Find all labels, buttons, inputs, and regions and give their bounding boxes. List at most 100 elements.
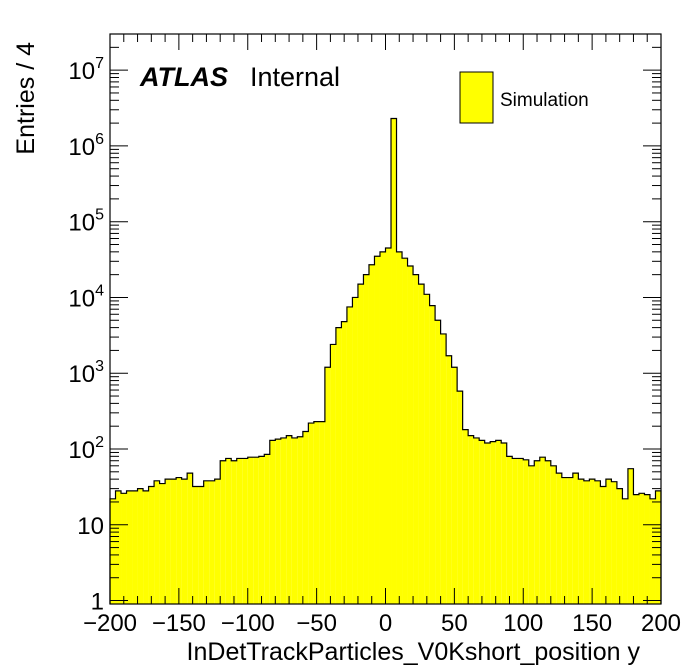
histogram-bar bbox=[121, 493, 127, 604]
histogram-bar bbox=[435, 320, 441, 604]
histogram-bar bbox=[539, 457, 546, 604]
histogram-bar bbox=[484, 442, 491, 604]
legend-swatch bbox=[459, 71, 494, 124]
histogram-bar bbox=[644, 494, 650, 604]
histogram-bar bbox=[187, 473, 193, 604]
histogram-bar bbox=[424, 294, 430, 604]
histogram-bar bbox=[429, 305, 436, 604]
atlas-label-bold: ATLAS bbox=[139, 62, 228, 92]
histogram-bar bbox=[473, 437, 480, 604]
atlas-label-status: Internal bbox=[250, 62, 340, 92]
histogram-bar bbox=[368, 264, 375, 604]
histogram-bar bbox=[605, 479, 612, 604]
histogram-bar bbox=[561, 477, 568, 604]
histogram-bar bbox=[506, 456, 513, 604]
histogram-bar bbox=[545, 460, 551, 604]
histogram-bar bbox=[627, 468, 634, 604]
histogram-bar bbox=[214, 479, 221, 604]
histogram-bar bbox=[391, 118, 397, 605]
x-axis-tick-label: −100 bbox=[221, 610, 275, 637]
histogram-bar bbox=[611, 481, 617, 604]
histogram-bar bbox=[468, 435, 474, 604]
histogram-bar bbox=[600, 486, 606, 604]
histogram-bar bbox=[143, 490, 149, 604]
histogram-bar bbox=[528, 465, 535, 604]
x-axis-title: InDetTrackParticles_V0Kshort_position y bbox=[187, 638, 641, 666]
histogram-outline bbox=[109, 117, 662, 604]
histogram-bar bbox=[357, 284, 364, 604]
histogram-bar bbox=[308, 423, 314, 604]
histogram-bar bbox=[578, 479, 584, 604]
y-axis-tick-label: 102 bbox=[68, 434, 104, 464]
histogram-bar bbox=[440, 333, 447, 604]
x-axis-tick-label: −150 bbox=[152, 610, 206, 637]
histogram-bar bbox=[192, 486, 199, 604]
histogram-bar bbox=[567, 477, 573, 604]
histogram-bar bbox=[203, 480, 210, 604]
histogram-bar bbox=[556, 473, 562, 604]
histogram-bar bbox=[501, 442, 507, 604]
histogram-bar bbox=[418, 284, 425, 604]
x-axis-ticks bbox=[109, 34, 662, 604]
y-axis-tick-label: 10 bbox=[77, 513, 104, 540]
histogram-bar bbox=[264, 454, 270, 604]
histogram-bar bbox=[633, 494, 639, 604]
histogram-bar bbox=[402, 258, 408, 604]
histogram-bar bbox=[523, 459, 529, 604]
histogram-bar bbox=[446, 355, 452, 604]
histogram-bar bbox=[583, 480, 590, 604]
histogram-bar bbox=[297, 436, 303, 604]
y-axis-ticks bbox=[110, 33, 661, 602]
histogram-bar bbox=[302, 431, 309, 604]
histogram-bar bbox=[396, 251, 403, 604]
histogram-bar bbox=[512, 458, 518, 604]
legend: Simulation bbox=[459, 71, 589, 124]
histogram-bar bbox=[589, 479, 595, 604]
y-axis-tick-label: 105 bbox=[68, 207, 104, 237]
x-axis-tick-label: 200 bbox=[641, 610, 681, 637]
histogram-bars bbox=[109, 117, 662, 605]
x-axis-tick-label: 150 bbox=[572, 610, 612, 637]
histogram-bar bbox=[236, 458, 243, 604]
y-axis-title: Entries / 4 bbox=[12, 42, 40, 155]
histogram-bar bbox=[534, 460, 540, 604]
x-axis-tick-labels: −200 −150 −100 −50 0 50 100 150 200 bbox=[83, 610, 681, 637]
histogram-bar bbox=[154, 480, 160, 604]
histogram-bar bbox=[572, 473, 579, 604]
histogram-bar bbox=[363, 274, 369, 604]
x-axis-tick-label: 0 bbox=[379, 610, 392, 637]
histogram-bar bbox=[247, 457, 254, 604]
histogram-bar bbox=[324, 367, 331, 604]
histogram-bar bbox=[413, 274, 419, 604]
histogram-bar bbox=[198, 486, 204, 604]
atlas-label: ATLAS Internal bbox=[139, 62, 340, 92]
histogram-bar bbox=[286, 435, 292, 604]
y-axis-tick-label: 103 bbox=[68, 358, 104, 388]
x-axis-tick-label: −50 bbox=[296, 610, 337, 637]
histogram-bar bbox=[335, 327, 342, 604]
histogram-bar bbox=[165, 479, 171, 604]
x-axis-tick-label: 100 bbox=[503, 610, 543, 637]
histogram-bar bbox=[253, 457, 259, 604]
histogram-bar bbox=[132, 490, 138, 604]
histogram-bar bbox=[159, 483, 166, 604]
histogram-bar bbox=[451, 367, 458, 604]
histogram-bar bbox=[622, 498, 628, 604]
histogram-bar bbox=[258, 456, 265, 604]
y-axis-tick-label: 106 bbox=[68, 131, 104, 161]
histogram-bar bbox=[280, 437, 287, 604]
histogram-bar bbox=[649, 498, 656, 604]
histogram-bar bbox=[385, 247, 392, 605]
legend-entry-simulation: Simulation bbox=[500, 90, 589, 111]
histogram-bar bbox=[341, 321, 347, 604]
histogram-bar bbox=[137, 488, 144, 604]
histogram-bar bbox=[407, 266, 414, 604]
x-axis-tick-label: 50 bbox=[441, 610, 468, 637]
histogram-bar bbox=[110, 498, 116, 604]
histogram-bar bbox=[517, 458, 524, 604]
histogram-bar bbox=[126, 490, 133, 604]
histogram-bar bbox=[225, 458, 232, 604]
x-axis-tick-label: −200 bbox=[83, 610, 137, 637]
y-axis-tick-label: 104 bbox=[68, 282, 104, 312]
